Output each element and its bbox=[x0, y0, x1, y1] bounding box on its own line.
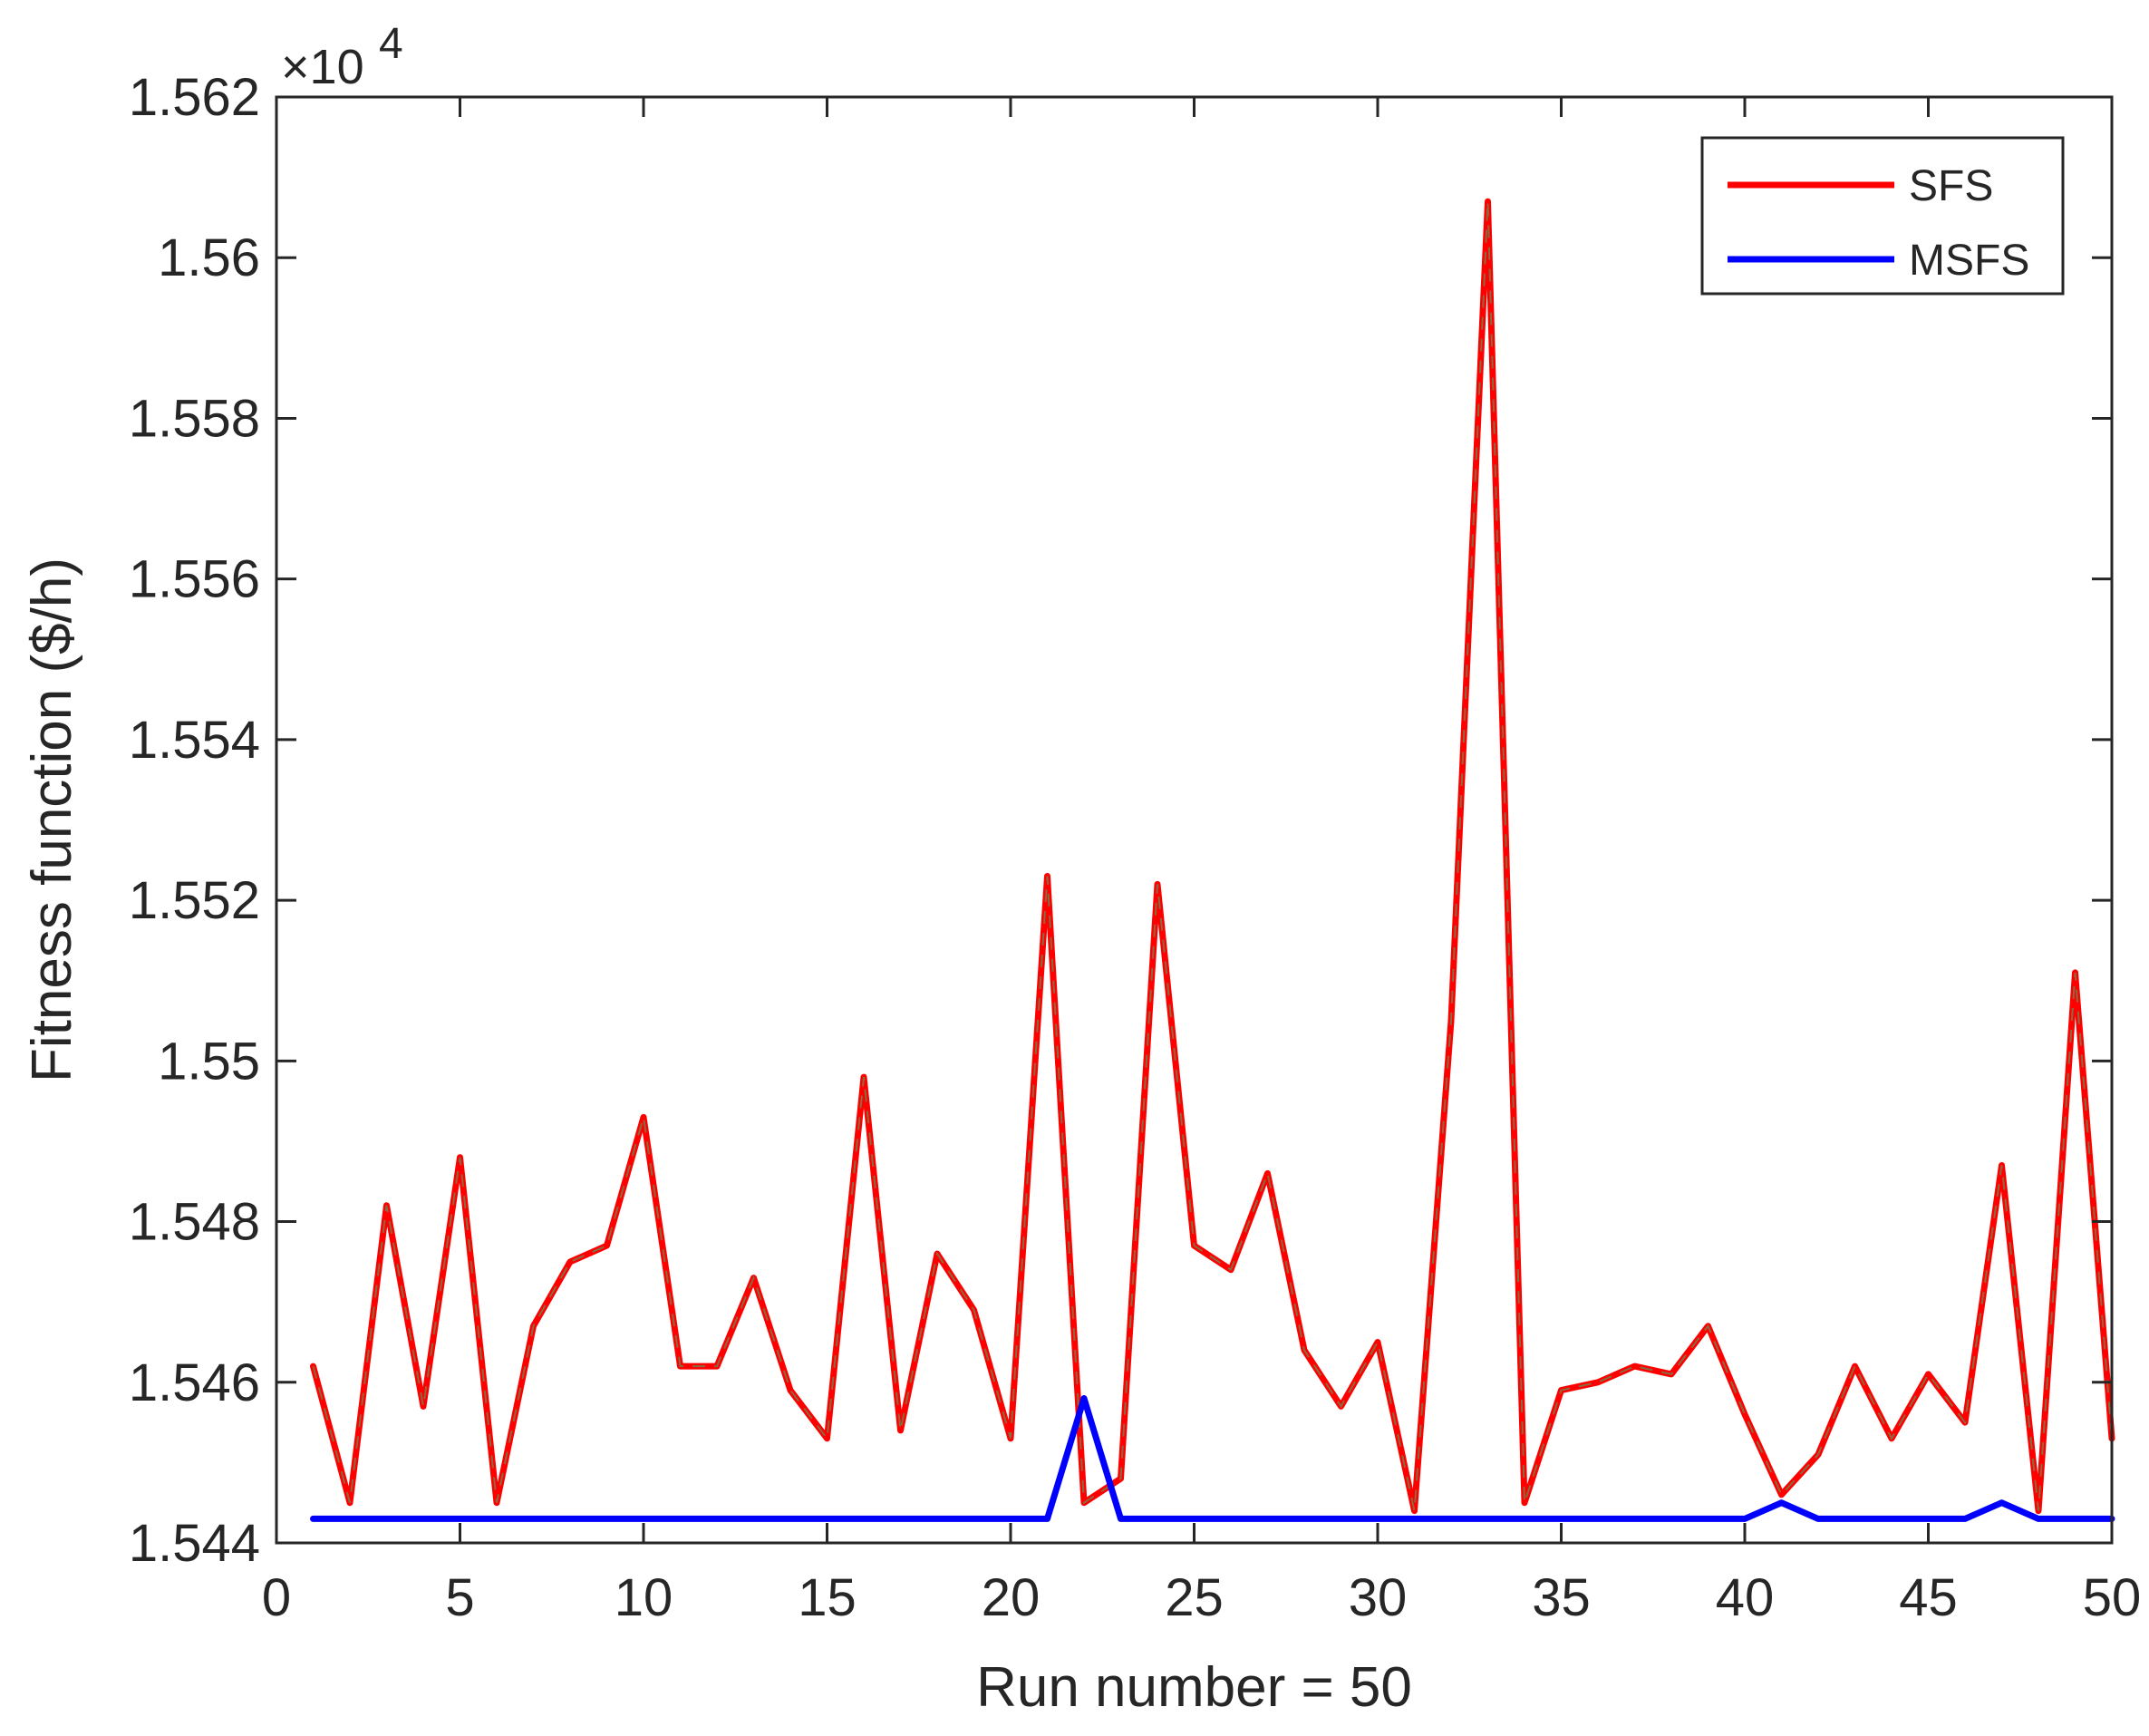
x-tick-label: 50 bbox=[2083, 1568, 2142, 1627]
legend-box bbox=[1700, 136, 2065, 296]
x-tick-label: 10 bbox=[615, 1568, 673, 1627]
series-layer bbox=[310, 198, 2115, 1522]
x-tick-label: 35 bbox=[1532, 1568, 1591, 1627]
y-axis-exponent: ×10 4 bbox=[281, 20, 403, 94]
x-tick-label: 5 bbox=[445, 1568, 474, 1627]
x-tick-label: 15 bbox=[798, 1568, 857, 1627]
y-tick-label: 1.544 bbox=[129, 1514, 260, 1573]
y-axis-label: Fitness function ($/h) bbox=[21, 558, 83, 1082]
y-tick-label: 1.552 bbox=[129, 871, 260, 930]
series-line-msfs bbox=[310, 1395, 2115, 1522]
x-tick-label: 20 bbox=[982, 1568, 1041, 1627]
legend: SFS MSFS bbox=[1700, 136, 2065, 296]
y-tick-label: 1.562 bbox=[129, 68, 260, 127]
x-tick-label: 45 bbox=[1899, 1568, 1958, 1627]
x-axis-label: Run number = 50 bbox=[976, 1656, 1412, 1719]
x-axis-ticks: 0 5 10 15 20 25 30 35 40 45 50 bbox=[262, 97, 2141, 1627]
x-tick-label: 25 bbox=[1165, 1568, 1224, 1627]
y-tick-label: 1.55 bbox=[158, 1032, 260, 1091]
legend-label-sfs: SFS bbox=[1909, 162, 1993, 210]
series-line-sfs-inner bbox=[312, 201, 2113, 1511]
y-axis-multiplier: ×10 bbox=[281, 40, 364, 94]
x-tick-label: 40 bbox=[1716, 1568, 1775, 1627]
y-tick-label: 1.546 bbox=[129, 1353, 260, 1412]
y-tick-label: 1.548 bbox=[129, 1193, 260, 1252]
y-tick-label: 1.556 bbox=[129, 550, 260, 609]
y-axis-ticks: 1.544 1.546 1.548 1.55 1.552 1.554 1.556 1.558 1… bbox=[129, 68, 2112, 1573]
y-tick-label: 1.56 bbox=[158, 228, 260, 287]
x-tick-label: 30 bbox=[1349, 1568, 1408, 1627]
y-axis-exponent-power: 4 bbox=[379, 20, 403, 68]
y-tick-label: 1.554 bbox=[129, 711, 260, 770]
legend-label-msfs: MSFS bbox=[1909, 237, 2029, 285]
x-tick-label: 0 bbox=[262, 1568, 291, 1627]
y-tick-label: 1.558 bbox=[129, 389, 260, 448]
